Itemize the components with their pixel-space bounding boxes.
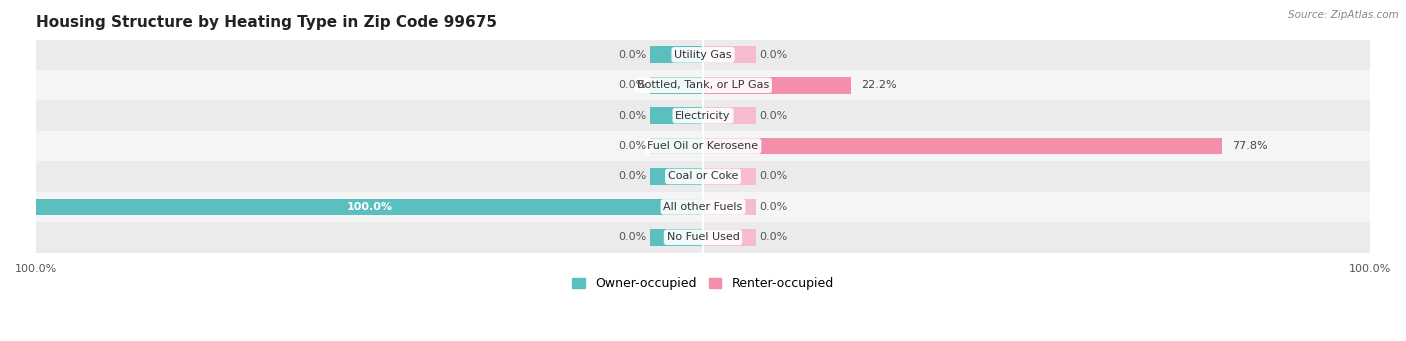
Text: 0.0%: 0.0% [759,202,787,212]
Bar [650,168,703,185]
Bar [703,198,756,215]
Bar [37,192,1369,222]
Bar [703,107,756,124]
Text: Source: ZipAtlas.com: Source: ZipAtlas.com [1288,10,1399,20]
Bar [37,101,1369,131]
Bar [650,107,703,124]
Text: 100.0%: 100.0% [346,202,392,212]
Bar [37,40,1369,70]
Legend: Owner-occupied, Renter-occupied: Owner-occupied, Renter-occupied [568,272,838,295]
Text: Electricity: Electricity [675,111,731,121]
Text: 0.0%: 0.0% [619,80,647,90]
Bar [703,46,756,63]
Bar [650,46,703,63]
Text: 0.0%: 0.0% [619,232,647,242]
Text: Coal or Coke: Coal or Coke [668,172,738,181]
Text: 0.0%: 0.0% [759,111,787,121]
Bar [650,229,703,246]
Text: 0.0%: 0.0% [759,50,787,60]
Text: 0.0%: 0.0% [759,232,787,242]
Bar [37,131,1369,161]
Text: 0.0%: 0.0% [759,172,787,181]
Bar [703,138,1222,154]
Bar [703,77,851,94]
Bar [650,77,703,94]
Text: 0.0%: 0.0% [619,111,647,121]
Text: No Fuel Used: No Fuel Used [666,232,740,242]
Bar [37,198,703,215]
Text: All other Fuels: All other Fuels [664,202,742,212]
Text: 0.0%: 0.0% [619,141,647,151]
Text: Bottled, Tank, or LP Gas: Bottled, Tank, or LP Gas [637,80,769,90]
Text: 77.8%: 77.8% [1232,141,1267,151]
Text: Utility Gas: Utility Gas [675,50,731,60]
Bar [703,229,756,246]
Bar [37,70,1369,101]
Text: 0.0%: 0.0% [619,172,647,181]
Text: 0.0%: 0.0% [619,50,647,60]
Text: Housing Structure by Heating Type in Zip Code 99675: Housing Structure by Heating Type in Zip… [37,15,498,30]
Text: Fuel Oil or Kerosene: Fuel Oil or Kerosene [647,141,759,151]
Text: 22.2%: 22.2% [860,80,897,90]
Bar [37,222,1369,252]
Bar [703,168,756,185]
Bar [650,138,703,154]
Bar [37,161,1369,192]
